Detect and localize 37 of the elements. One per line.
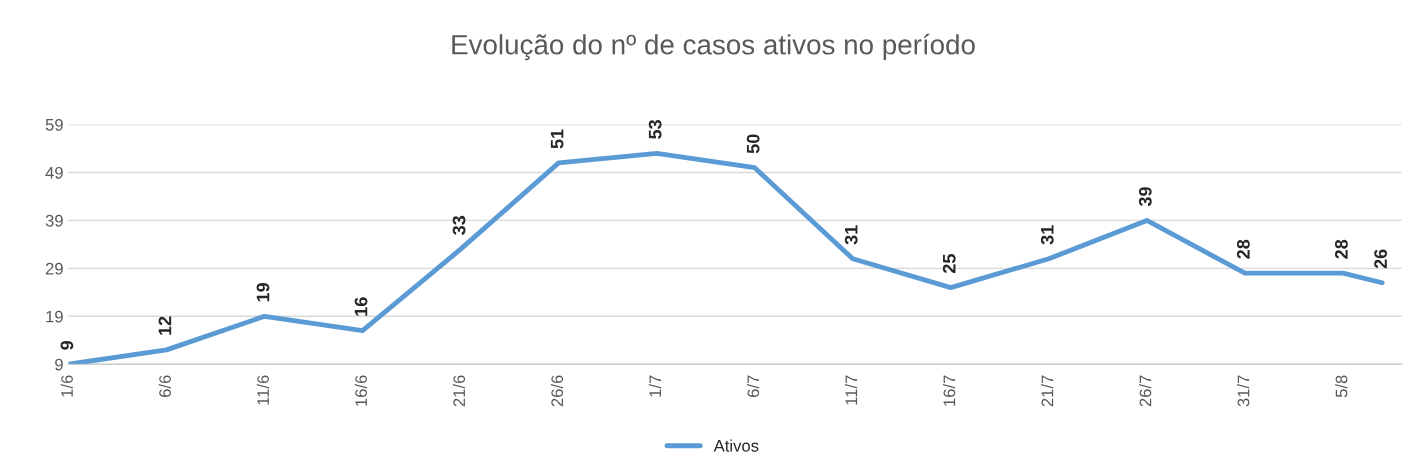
x-tick-label: 31/7	[1237, 375, 1250, 407]
data-label: 16	[354, 297, 368, 316]
data-label: 50	[746, 134, 760, 154]
x-tick-label: 21/7	[1041, 375, 1054, 407]
y-tick-label: 49	[45, 166, 63, 179]
x-tick-label: 11/6	[256, 375, 269, 405]
data-label: 53	[648, 119, 662, 139]
data-label: 28	[1236, 239, 1250, 259]
chart-title: Evolução do nº de casos ativos no período	[452, 33, 975, 61]
x-tick-label: 1/7	[648, 375, 662, 397]
legend-label: Ativos	[713, 439, 759, 452]
x-tick-label: 5/8	[1335, 375, 1348, 398]
x-tick-label: 6/7	[746, 375, 760, 397]
x-tick-label: 16/6	[354, 375, 368, 406]
y-tick-label: 19	[46, 310, 63, 323]
data-label: 25	[942, 254, 956, 274]
y-tick-label: 59	[45, 118, 63, 131]
data-label: 39	[1138, 187, 1152, 207]
data-label: 12	[158, 316, 172, 335]
y-tick-label: 29	[45, 262, 63, 275]
x-tick-label: 11/7	[844, 375, 858, 405]
data-label: 28	[1335, 239, 1348, 259]
data-label: 26	[1374, 249, 1387, 269]
x-tick-label: 16/7	[943, 375, 956, 406]
data-label: 33	[452, 215, 466, 235]
data-label: 31	[1040, 225, 1054, 245]
x-tick-label: 1/6	[60, 375, 73, 397]
data-label: 19	[256, 283, 270, 302]
data-label: 31	[844, 225, 858, 245]
x-tick-label: 26/6	[550, 375, 564, 407]
x-tick-label: 21/6	[452, 375, 466, 407]
x-tick-label: 26/7	[1139, 375, 1152, 407]
y-tick-label: 39	[45, 214, 63, 227]
data-label: 9	[60, 340, 74, 350]
x-tick-label: 6/6	[158, 375, 171, 397]
y-tick-label: 9	[55, 358, 63, 371]
data-label: 51	[550, 129, 564, 149]
